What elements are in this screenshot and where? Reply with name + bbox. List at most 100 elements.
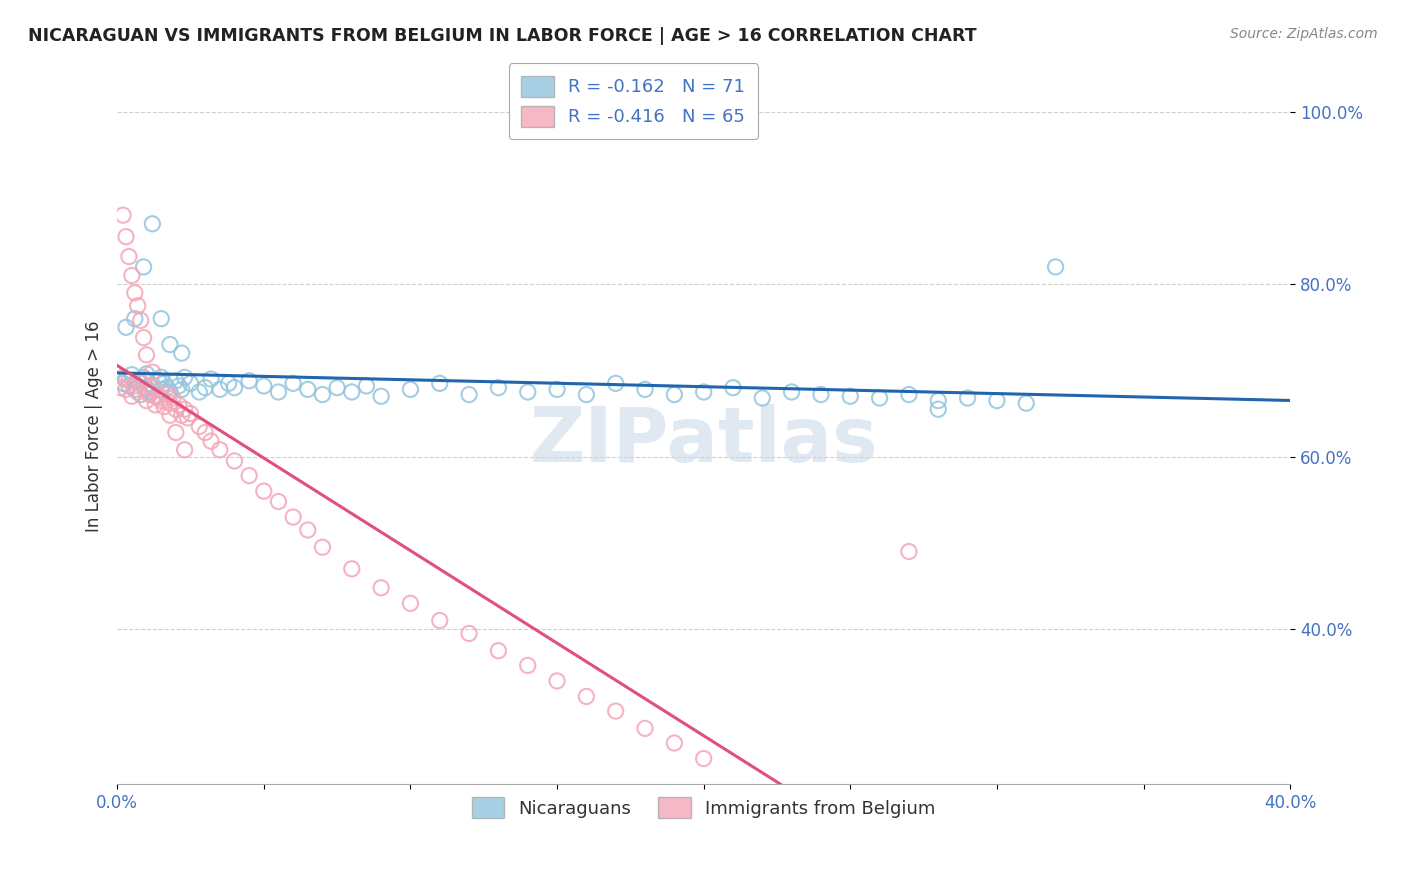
Point [132,372,155,386]
Point [170,346,193,360]
Point [956,391,979,405]
Point [118,379,141,393]
Point [118,250,141,264]
Point [311,387,333,401]
Point [143,389,166,403]
Point [115,372,138,386]
Point [173,370,195,384]
Point [127,384,149,399]
Point [311,540,333,554]
Point [839,389,862,403]
Point [370,581,392,595]
Point [162,391,184,405]
Point [692,751,714,765]
Point [238,468,260,483]
Point [200,434,222,449]
Point [121,268,143,283]
Point [986,393,1008,408]
Point [208,442,231,457]
Point [121,389,143,403]
Point [143,398,166,412]
Point [429,614,451,628]
Point [281,510,304,524]
Point [253,379,276,393]
Point [148,389,170,403]
Point [173,442,195,457]
Point [141,378,163,392]
Point [486,644,509,658]
Point [165,374,187,388]
Point [297,383,319,397]
Point [112,376,135,391]
Point [135,381,157,395]
Point [150,391,173,405]
Point [118,374,141,388]
Point [115,320,138,334]
Point [429,376,451,391]
Point [129,387,152,401]
Point [188,384,211,399]
Point [159,409,181,423]
Point [486,381,509,395]
Point [159,384,181,399]
Point [575,690,598,704]
Point [176,410,198,425]
Point [546,673,568,688]
Point [634,383,657,397]
Point [124,379,146,393]
Point [132,331,155,345]
Point [170,409,193,423]
Point [897,544,920,558]
Legend: Nicaraguans, Immigrants from Belgium: Nicaraguans, Immigrants from Belgium [464,790,943,825]
Point [326,381,349,395]
Point [458,626,481,640]
Point [780,384,803,399]
Point [150,311,173,326]
Point [170,383,193,397]
Point [692,384,714,399]
Point [356,379,378,393]
Point [132,260,155,274]
Point [124,311,146,326]
Point [546,383,568,397]
Point [575,387,598,401]
Point [179,376,201,391]
Point [167,379,190,393]
Point [194,425,217,440]
Point [224,454,246,468]
Point [810,387,832,401]
Text: ZIPatlas: ZIPatlas [530,404,877,478]
Text: Source: ZipAtlas.com: Source: ZipAtlas.com [1230,27,1378,41]
Point [159,337,181,351]
Point [897,387,920,401]
Point [138,384,160,399]
Point [200,372,222,386]
Point [135,393,157,408]
Point [1045,260,1067,274]
Text: NICARAGUAN VS IMMIGRANTS FROM BELGIUM IN LABOR FORCE | AGE > 16 CORRELATION CHAR: NICARAGUAN VS IMMIGRANTS FROM BELGIUM IN… [28,27,977,45]
Point [208,383,231,397]
Point [108,381,131,395]
Point [112,208,135,222]
Point [153,400,176,414]
Point [135,383,157,397]
Point [927,393,949,408]
Point [159,396,181,410]
Point [129,313,152,327]
Point [141,381,163,395]
Point [721,381,744,395]
Point [150,393,173,408]
Point [167,398,190,412]
Point [664,736,686,750]
Point [297,523,319,537]
Point [399,383,422,397]
Point [150,383,173,397]
Point [112,370,135,384]
Point [156,387,179,401]
Point [127,374,149,388]
Point [340,384,363,399]
Point [267,384,290,399]
Point [153,376,176,391]
Point [121,368,143,382]
Point [173,402,195,417]
